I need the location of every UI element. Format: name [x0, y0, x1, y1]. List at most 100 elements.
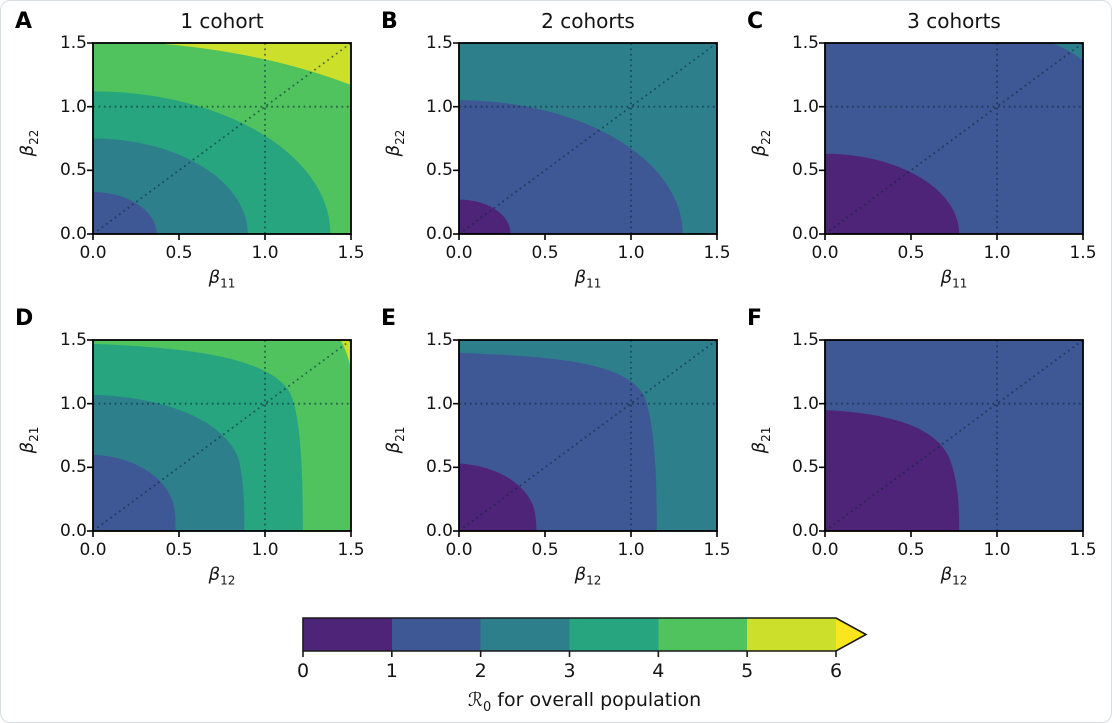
contour-band	[459, 463, 537, 531]
y-axis-label-B: β22	[383, 130, 407, 157]
y-axis-symbol: β	[383, 441, 405, 454]
colorbar-bar	[302, 617, 868, 657]
x-tick-label: 0.0	[445, 243, 473, 263]
colorbar-band	[747, 618, 837, 651]
plot-frame	[458, 42, 718, 235]
contour-plot-B	[453, 42, 718, 240]
y-axis-label-D: β21	[17, 427, 41, 454]
x-axis-subscript: 12	[586, 573, 602, 588]
contour-plot-E	[453, 339, 718, 537]
x-axis-subscript: 11	[952, 276, 968, 291]
panel-title-C: 3 cohorts	[907, 9, 1001, 33]
panel-letter-A: A	[15, 9, 33, 34]
panel-letter-B: B	[381, 9, 398, 34]
plot-frame	[92, 339, 352, 532]
x-tick-label: 0.5	[531, 540, 559, 560]
y-axis-symbol: β	[17, 441, 39, 454]
plot-frame	[458, 339, 718, 532]
colorbar-outline	[302, 617, 868, 652]
x-axis-symbol: β	[574, 267, 587, 288]
contour-plot-F	[819, 339, 1084, 537]
colorbar-band	[303, 618, 393, 651]
y-axis-label-F: β21	[749, 427, 773, 454]
colorbar-tick-label: 2	[474, 660, 487, 682]
panel-title-B: 2 cohorts	[541, 9, 635, 33]
x-tick-label: 1.5	[337, 540, 365, 560]
colorbar-tick-label: 6	[829, 660, 843, 682]
colorbar-band	[569, 618, 659, 651]
x-tick-label: 1.0	[617, 243, 645, 263]
contour-bands	[459, 100, 683, 234]
colorbar: 0 1 2 3 4 5 6 ℛ0 for overall population	[291, 601, 911, 721]
y-axis-label-E: β21	[383, 427, 407, 454]
y-axis-symbol: β	[17, 144, 39, 157]
y-axis-symbol: β	[749, 441, 771, 454]
contour-band	[459, 199, 511, 234]
x-axis-label-B: β11	[575, 267, 602, 291]
script-R-subscript: 0	[482, 699, 492, 715]
y-tick-label: 0.0	[425, 224, 453, 244]
x-axis-subscript: 11	[586, 276, 602, 291]
x-axis-label-E: β12	[575, 564, 602, 588]
y-tick-label: 1.5	[59, 33, 87, 53]
colorbar-arrow	[836, 618, 866, 651]
x-tick-label: 0.0	[811, 540, 839, 560]
x-tick-label: 1.5	[703, 540, 731, 560]
x-axis-label-A: β11	[209, 267, 236, 291]
colorbar-band	[391, 618, 482, 651]
contour-bands	[93, 340, 351, 531]
x-axis-label-C: β11	[941, 267, 968, 291]
plot-frame	[824, 339, 1084, 532]
plot-frame	[824, 42, 1084, 235]
y-tick-label: 1.0	[425, 96, 453, 117]
y-tick-label: 1.0	[791, 96, 819, 117]
y-tick-label: 0.5	[425, 160, 453, 181]
y-tick-label: 1.5	[791, 330, 819, 350]
panel-letter-C: C	[747, 9, 764, 34]
x-tick-label: 1.0	[251, 540, 279, 560]
panel-title-A: 1 cohort	[180, 9, 264, 33]
y-tick-label: 1.0	[791, 393, 819, 414]
colorbar-tick-label: 5	[741, 660, 754, 682]
colorbar-band	[480, 618, 570, 651]
x-axis-subscript: 12	[952, 573, 968, 588]
y-tick-label: 0.5	[59, 457, 87, 478]
x-axis-symbol: β	[208, 267, 221, 288]
x-tick-label: 1.5	[337, 243, 365, 263]
y-axis-subscript: 21	[758, 426, 773, 442]
y-tick-label: 0.5	[425, 457, 453, 478]
colorbar-tick-label: 3	[563, 660, 576, 682]
contour-band	[825, 153, 960, 234]
x-tick-label: 0.5	[165, 540, 193, 560]
x-tick-label: 1.5	[1069, 243, 1097, 263]
x-tick-label: 1.0	[617, 540, 645, 560]
x-axis-symbol: β	[208, 564, 221, 585]
colorbar-tick-label: 0	[296, 660, 310, 682]
y-axis-subscript: 21	[26, 426, 41, 442]
panel-E: E 0.0 0.5 1.0 1.5 0.0 0.5 1.0 1.5 β21 β12	[379, 304, 731, 593]
contour-plot-A	[87, 42, 352, 240]
y-tick-label: 1.5	[425, 330, 453, 350]
contour-band	[93, 454, 176, 531]
y-tick-label: 0.0	[59, 521, 87, 541]
x-tick-label: 0.0	[79, 243, 107, 263]
x-tick-label: 1.0	[251, 243, 279, 263]
y-axis-subscript: 21	[392, 426, 407, 442]
x-axis-label-F: β12	[941, 564, 968, 588]
contour-bands	[825, 42, 1083, 234]
x-axis-symbol: β	[940, 564, 953, 585]
x-tick-label: 1.5	[703, 243, 731, 263]
y-axis-subscript: 22	[392, 129, 407, 145]
contour-band	[459, 100, 683, 234]
y-axis-subscript: 22	[758, 129, 773, 145]
y-axis-symbol: β	[383, 144, 405, 157]
x-tick-label: 0.5	[897, 243, 925, 263]
contour-plot-D	[87, 339, 352, 537]
y-axis-label-A: β22	[17, 130, 41, 157]
x-tick-label: 0.0	[79, 540, 107, 560]
x-axis-label-D: β12	[209, 564, 236, 588]
contour-band	[93, 191, 157, 234]
y-tick-label: 1.5	[425, 33, 453, 53]
contour-bands	[93, 42, 351, 234]
